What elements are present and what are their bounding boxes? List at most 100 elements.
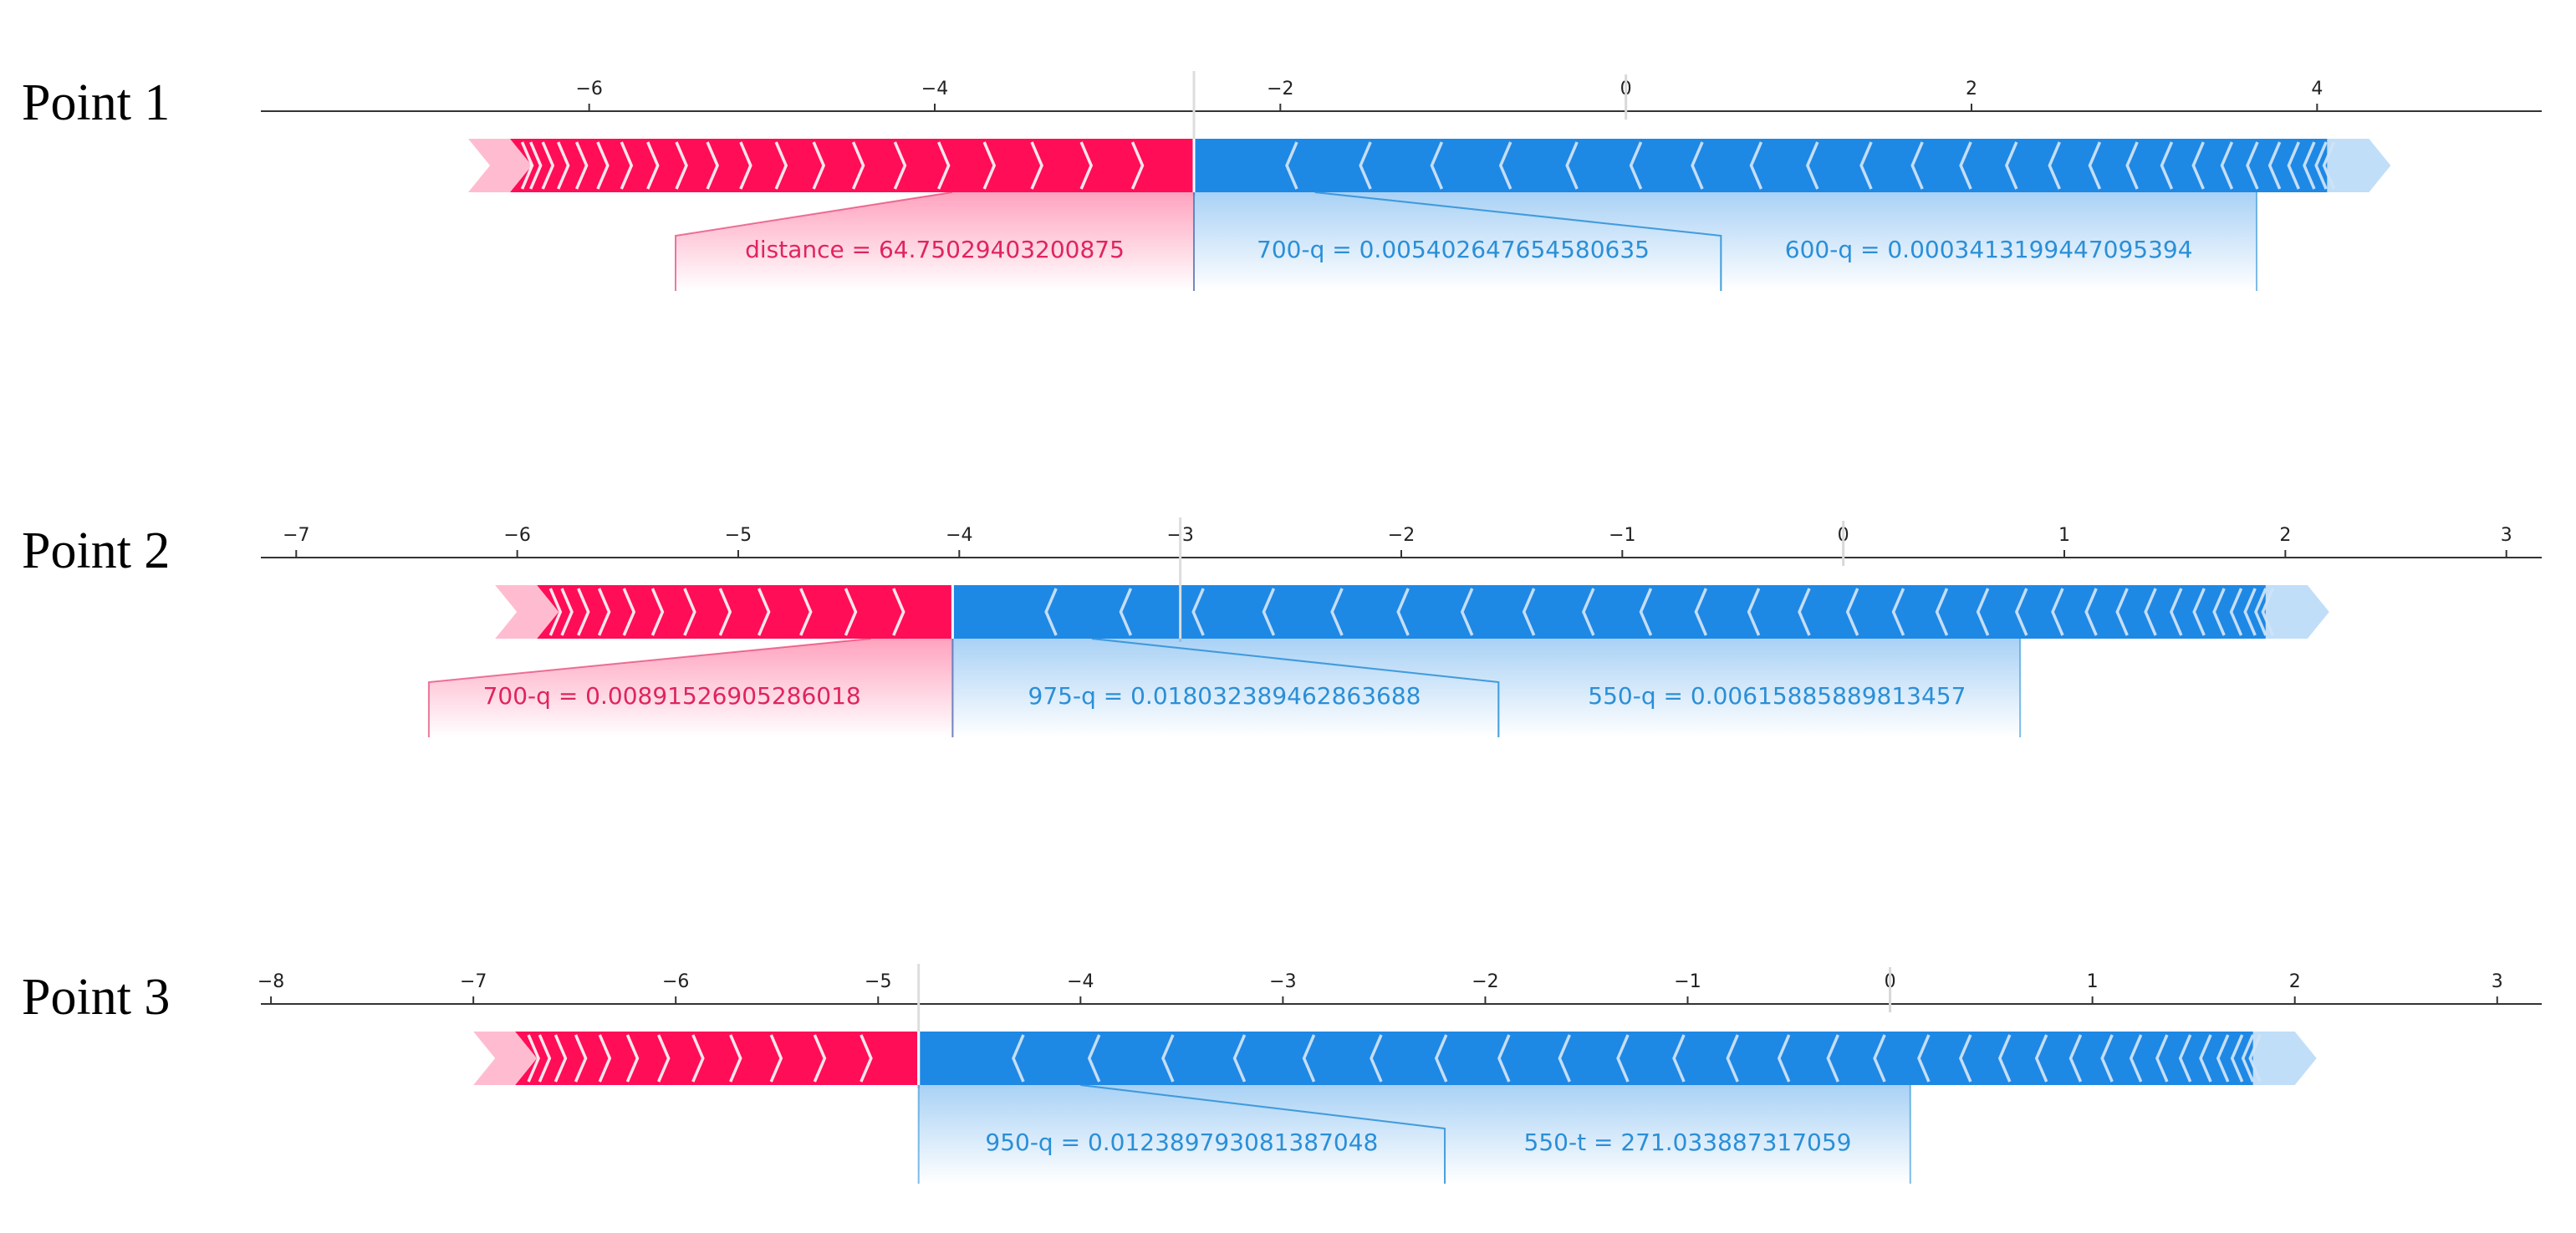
negative-chevron (1434, 1034, 1448, 1083)
positive-chevron (548, 588, 563, 636)
positive-chevron (729, 1034, 742, 1083)
negative-chevron (2287, 141, 2300, 190)
negative-chevron (1845, 588, 1859, 636)
feature-connector (1314, 191, 1722, 291)
negative-chevron (2199, 1034, 2212, 1083)
negative-chevron (1558, 1034, 1571, 1083)
negative-chevron (1917, 1034, 1931, 1083)
negative-chevron (2322, 141, 2336, 190)
negative-fade-cap (2265, 585, 2329, 639)
negative-chevron (2178, 1034, 2192, 1083)
feature-band (428, 639, 953, 737)
feature-label: 550-q = 0.00615885889813457 (1588, 682, 1966, 710)
feature-band (676, 192, 1194, 291)
negative-chevron (2261, 588, 2275, 636)
negative-chevron (2314, 141, 2328, 190)
negative-chevron (1565, 141, 1579, 190)
negative-chevron (1639, 588, 1653, 636)
positive-chevron (538, 1034, 552, 1083)
positive-chevron (598, 1034, 612, 1083)
positive-chevron (813, 1034, 827, 1083)
negative-chevron (1430, 141, 1444, 190)
positive-chevron (527, 1034, 540, 1083)
negative-chevron (1910, 141, 1924, 190)
feature-connector (427, 638, 871, 737)
negative-chevron (1798, 588, 1811, 636)
negative-chevron (1582, 588, 1595, 636)
positive-chevron (622, 588, 636, 636)
negative-chevron (1497, 1034, 1511, 1083)
axis-tick-label: 4 (2311, 79, 2323, 99)
positive-chevron (718, 588, 732, 636)
positive-chevron (851, 141, 865, 190)
negative-chevron (2303, 141, 2316, 190)
positive-chevron (541, 141, 555, 190)
feature-band (952, 639, 1499, 737)
negative-chevron (1805, 141, 1819, 190)
negative-bar (1194, 139, 2328, 192)
axis-tick-label: −5 (725, 525, 752, 546)
positive-chevron (577, 588, 590, 636)
negative-chevron (1672, 1034, 1686, 1083)
axis-tick-label: −7 (283, 525, 309, 546)
feature-label: 975-q = 0.018032389462863688 (1028, 682, 1421, 710)
positive-chevron (893, 141, 907, 190)
positive-chevron (757, 588, 771, 636)
positive-chevron (892, 588, 905, 636)
axis-tick-label: −8 (258, 971, 284, 992)
negative-chevron (1935, 588, 1949, 636)
positive-chevron (553, 1034, 568, 1083)
axis-tick-label: −4 (921, 79, 948, 99)
positive-chevron (529, 141, 543, 190)
negative-chevron (1396, 588, 1410, 636)
positive-chevron (574, 141, 589, 190)
force-plot-2: −7−6−5−4−3−2−10123700-q = 0.008915269052… (261, 517, 2542, 737)
positive-chevron (691, 1034, 705, 1083)
negative-chevron (2229, 588, 2243, 636)
negative-chevron (1161, 1034, 1175, 1083)
axis-tick-label: −7 (460, 971, 487, 992)
axis-tick-label: −6 (662, 971, 689, 992)
feature-label: distance = 64.75029403200875 (745, 236, 1125, 263)
negative-chevron (2100, 1034, 2114, 1083)
axis-tick-label: 3 (2492, 971, 2503, 992)
positive-chevron (675, 141, 688, 190)
negative-chevron (1012, 1034, 1025, 1083)
negative-chevron (1359, 141, 1372, 190)
negative-chevron (1498, 141, 1512, 190)
negative-chevron (2129, 1034, 2143, 1083)
negative-chevron (1691, 141, 1704, 190)
negative-bar (952, 585, 2266, 639)
point-3-label: Point 3 (22, 969, 171, 1026)
negative-chevron (2144, 588, 2157, 636)
axis-tick-label: −4 (1067, 971, 1094, 992)
axis-tick-label: 1 (2087, 971, 2099, 992)
force-plot-1: −6−4−2024distance = 64.75029403200875700… (261, 71, 2542, 291)
feature-label: 950-q = 0.012389793081387048 (985, 1129, 1378, 1156)
negative-chevron (1777, 1034, 1791, 1083)
negative-chevron (1859, 141, 1873, 190)
axis-tick-label: −2 (1472, 971, 1498, 992)
negative-chevron (1616, 1034, 1630, 1083)
negative-chevron (2191, 141, 2205, 190)
negative-bar (918, 1032, 2253, 1085)
positive-chevron (774, 141, 788, 190)
positive-chevron (646, 141, 660, 190)
negative-chevron (1522, 588, 1536, 636)
axis-tick-label: −3 (1269, 971, 1296, 992)
axis-tick-label: 2 (1966, 79, 1977, 99)
positive-chevron (769, 1034, 783, 1083)
axis-tick-label: −1 (1674, 971, 1701, 992)
feature-label: 700-q = 0.005402647654580635 (1257, 236, 1650, 263)
negative-chevron (2230, 1034, 2244, 1083)
negative-chevron (1262, 588, 1276, 636)
positive-chevron (706, 141, 719, 190)
feature-band (918, 1085, 1446, 1184)
negative-chevron (2155, 1034, 2169, 1083)
axis-tick-label: −6 (575, 79, 602, 99)
positive-fade-cap (473, 1032, 538, 1085)
negative-chevron (1997, 1034, 2012, 1083)
negative-chevron (1749, 141, 1763, 190)
negative-chevron (1873, 1034, 1886, 1083)
